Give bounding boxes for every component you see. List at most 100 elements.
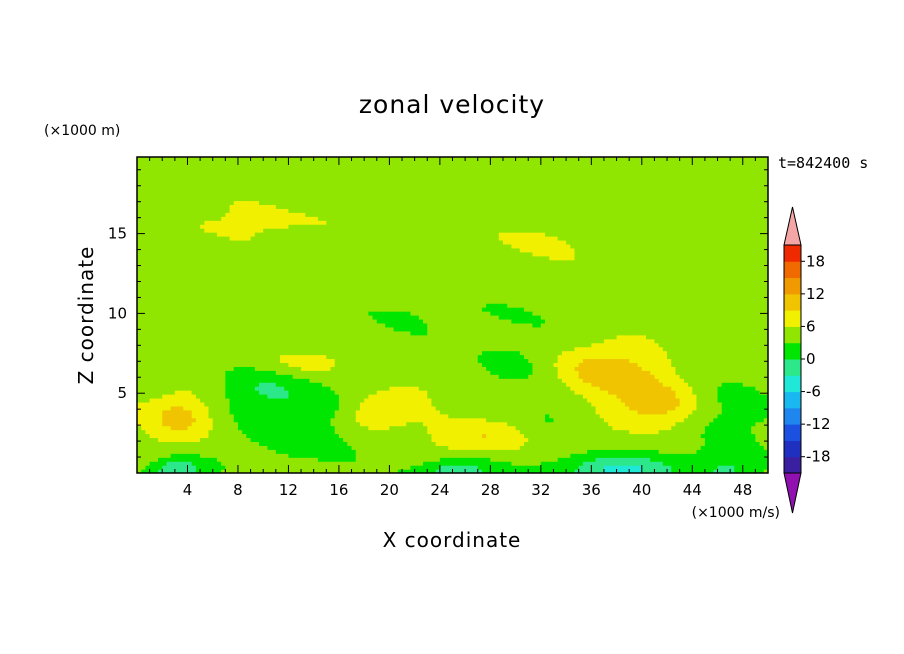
field-cell <box>397 362 403 367</box>
field-cell <box>322 358 327 363</box>
field-cell <box>263 358 269 363</box>
field-cell <box>225 421 231 427</box>
field-cell <box>587 433 592 439</box>
field-cell <box>334 382 340 387</box>
field-cell <box>183 386 189 391</box>
field-cell <box>603 394 609 399</box>
field-cell <box>633 397 639 403</box>
field-cell <box>204 382 210 387</box>
field-cell <box>254 425 260 431</box>
field-cell <box>532 394 538 399</box>
field-cell <box>393 366 399 371</box>
field-cell <box>608 441 613 446</box>
field-cell <box>612 378 618 383</box>
field-cell <box>755 413 761 419</box>
field-cell <box>524 405 529 411</box>
field-cell <box>141 378 147 383</box>
field-cell <box>490 382 496 387</box>
field-cell <box>502 453 508 458</box>
field-cell <box>725 342 731 348</box>
field-cell <box>603 417 609 423</box>
field-cell <box>574 362 580 367</box>
field-cell <box>738 397 744 403</box>
field-cell <box>296 429 302 435</box>
field-cell <box>700 354 706 360</box>
field-cell <box>549 394 555 399</box>
field-cell <box>418 358 424 363</box>
field-cell <box>393 382 399 387</box>
field-cell <box>557 461 563 466</box>
field-cell <box>275 465 281 470</box>
field-cell <box>380 346 386 352</box>
field-cell <box>221 370 226 375</box>
field-cell <box>629 346 634 352</box>
field-cell <box>507 465 512 470</box>
field-cell <box>549 350 555 356</box>
field-cell <box>330 405 336 411</box>
field-cell <box>561 342 567 348</box>
field-cell <box>267 449 273 454</box>
field-cell <box>528 417 534 423</box>
field-cell <box>368 374 374 379</box>
field-cell <box>410 370 416 375</box>
field-cell <box>469 453 475 458</box>
field-cell <box>439 394 445 399</box>
field-cell <box>637 362 643 367</box>
field-cell <box>502 457 508 462</box>
field-cell <box>746 386 752 391</box>
field-cell <box>368 401 374 407</box>
field-cell <box>254 346 260 352</box>
field-cell <box>662 425 668 431</box>
field-cell <box>216 397 222 403</box>
field-cell <box>242 409 247 415</box>
field-cell <box>158 390 163 395</box>
field-cell <box>658 405 664 411</box>
field-cell <box>204 397 210 403</box>
field-cell <box>696 346 702 352</box>
field-cell <box>540 421 546 427</box>
field-cell <box>305 370 311 375</box>
field-cell <box>402 457 407 462</box>
field-cell <box>166 409 172 415</box>
field-cell <box>696 449 702 454</box>
field-cell <box>721 437 727 442</box>
field-cell <box>704 433 710 439</box>
field-cell <box>246 358 252 363</box>
field-cell <box>296 358 302 363</box>
field-cell <box>174 445 180 450</box>
field-cell <box>578 354 584 360</box>
field-cell <box>179 354 184 360</box>
field-cell <box>759 346 765 352</box>
field-cell <box>359 421 365 427</box>
field-cell <box>553 370 559 375</box>
field-cell <box>730 421 735 427</box>
field-cell <box>671 358 677 363</box>
field-cell <box>751 425 756 431</box>
field-cell <box>490 449 496 454</box>
field-cell <box>258 449 264 454</box>
field-cell <box>481 397 487 403</box>
field-cell <box>326 370 332 375</box>
field-cell <box>557 453 563 458</box>
field-cell <box>351 453 357 458</box>
field-cell <box>667 362 672 367</box>
field-cell <box>692 401 698 407</box>
field-cell <box>334 409 340 415</box>
field-cell <box>582 358 588 363</box>
field-cell <box>330 449 336 454</box>
field-cell <box>751 382 756 387</box>
field-cell <box>284 453 290 458</box>
field-cell <box>317 453 323 458</box>
field-cell <box>444 394 449 399</box>
field-cell <box>288 366 294 371</box>
field-cell <box>343 378 348 383</box>
field-cell <box>709 453 714 458</box>
field-cell <box>553 390 559 395</box>
field-cell <box>465 394 470 399</box>
field-cell <box>284 417 290 423</box>
field-cell <box>603 421 609 427</box>
field-cell <box>170 417 176 423</box>
field-cell <box>704 397 710 403</box>
field-cell <box>667 366 672 371</box>
field-cell <box>452 386 458 391</box>
